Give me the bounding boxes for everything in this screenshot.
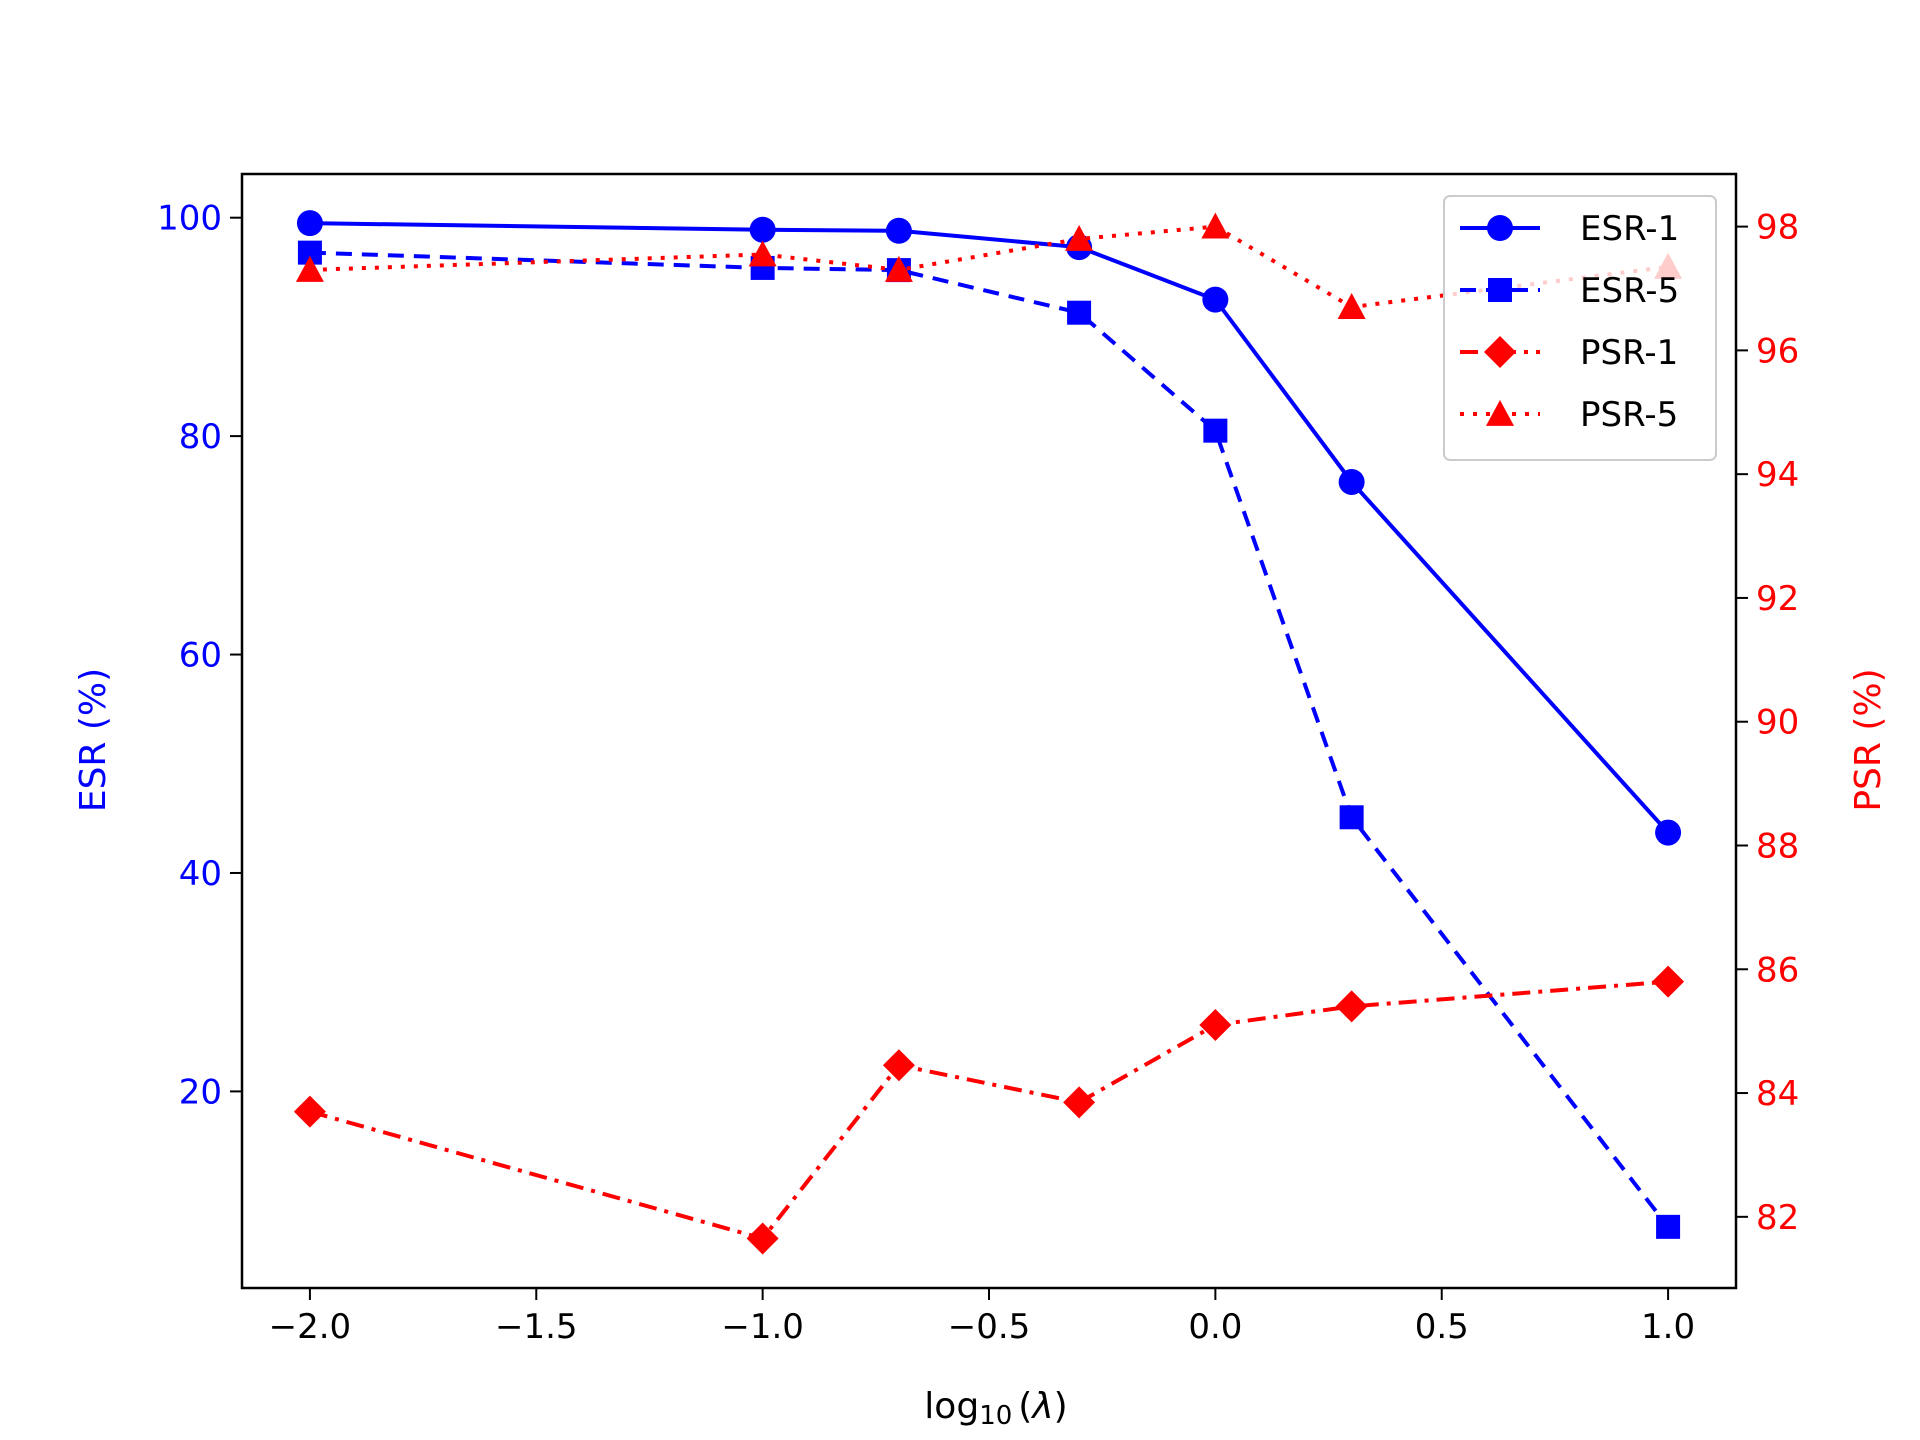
x-tick-label: −2.0 bbox=[269, 1307, 352, 1347]
y-left-tick-label: 20 bbox=[179, 1072, 222, 1112]
y-right-tick-label: 92 bbox=[1756, 579, 1799, 619]
series-layer bbox=[293, 210, 1685, 1255]
x-tick-label: −0.5 bbox=[948, 1307, 1031, 1347]
y-right-tick-label: 90 bbox=[1756, 703, 1799, 743]
data-point bbox=[1202, 286, 1229, 313]
legend-item: ESR-1 bbox=[1460, 209, 1679, 249]
data-point bbox=[1338, 468, 1365, 495]
data-point bbox=[1337, 293, 1366, 319]
series-psr-1 bbox=[293, 965, 1685, 1255]
legend-label: PSR-5 bbox=[1580, 395, 1678, 435]
data-point bbox=[1656, 1214, 1681, 1239]
y-right-tick-label: 96 bbox=[1756, 331, 1799, 371]
data-point bbox=[746, 1222, 779, 1255]
legend-marker bbox=[1488, 278, 1512, 302]
data-point bbox=[1203, 418, 1228, 443]
data-point bbox=[882, 1049, 915, 1082]
data-point bbox=[1335, 990, 1368, 1023]
x-axis-label-variable: λ bbox=[1030, 1386, 1053, 1427]
y-right-tick-label: 86 bbox=[1756, 950, 1799, 990]
data-point bbox=[885, 217, 912, 244]
x-tick-label: 0.5 bbox=[1415, 1307, 1469, 1347]
y-left-tick-label: 40 bbox=[179, 854, 222, 894]
y-left-tick-label: 100 bbox=[157, 199, 222, 239]
y-right-tick-label: 84 bbox=[1756, 1074, 1799, 1114]
legend-item: PSR-5 bbox=[1460, 395, 1678, 435]
legend: ESR-1 ESR-5 PSR-1 PSR-5 bbox=[1443, 195, 1717, 461]
legend-label: ESR-5 bbox=[1580, 271, 1679, 311]
legend-marker bbox=[1487, 215, 1513, 241]
legend-label: ESR-1 bbox=[1580, 209, 1679, 249]
y-right-tick-label: 94 bbox=[1756, 455, 1799, 495]
y-right-tick-label: 88 bbox=[1756, 826, 1799, 866]
x-tick-label: 1.0 bbox=[1641, 1307, 1695, 1347]
data-point bbox=[1065, 224, 1094, 251]
data-point bbox=[1655, 819, 1682, 846]
x-axis-label-open-paren: ( bbox=[1018, 1386, 1032, 1427]
x-tick-label: −1.0 bbox=[721, 1307, 804, 1347]
y-left-tick-label: 80 bbox=[179, 417, 222, 457]
y-left-tick-label: 60 bbox=[179, 636, 222, 676]
legend-item: PSR-1 bbox=[1460, 333, 1678, 373]
y-right-tick-label: 82 bbox=[1756, 1198, 1799, 1238]
data-point bbox=[1067, 300, 1092, 325]
data-point bbox=[1339, 805, 1364, 830]
data-point bbox=[884, 255, 913, 282]
data-point bbox=[749, 216, 776, 243]
data-point bbox=[1652, 965, 1685, 998]
legend-item: ESR-5 bbox=[1460, 271, 1679, 311]
legend-box bbox=[1443, 195, 1717, 461]
data-point bbox=[1201, 212, 1230, 239]
data-point bbox=[293, 1095, 326, 1128]
legend-label: PSR-1 bbox=[1580, 333, 1678, 373]
x-axis-label-subscript: 10 bbox=[979, 1401, 1012, 1431]
y-axis-right-label: PSR (%) bbox=[1848, 668, 1889, 811]
data-point bbox=[748, 240, 777, 267]
x-axis-label: log10 (λ) bbox=[924, 1386, 1067, 1431]
data-point bbox=[296, 210, 323, 237]
x-tick-label: 0.0 bbox=[1188, 1307, 1242, 1347]
legend-marker bbox=[1484, 336, 1516, 368]
y-axis-left-label: ESR (%) bbox=[73, 668, 114, 812]
legend-marker bbox=[1486, 400, 1514, 426]
data-point bbox=[1063, 1086, 1096, 1119]
x-axis-label-base: log bbox=[924, 1386, 979, 1427]
data-point bbox=[1199, 1008, 1232, 1041]
x-tick-label: −1.5 bbox=[495, 1307, 578, 1347]
data-point bbox=[295, 255, 324, 282]
x-axis-label-close-paren: ) bbox=[1054, 1386, 1068, 1427]
axis-layer: −2.0 −1.5 −1.0 −0.5 0.0 0.5 1.0 20 40 60 80 100 82 84… bbox=[157, 199, 1799, 1347]
y-right-tick-label: 98 bbox=[1756, 208, 1799, 248]
